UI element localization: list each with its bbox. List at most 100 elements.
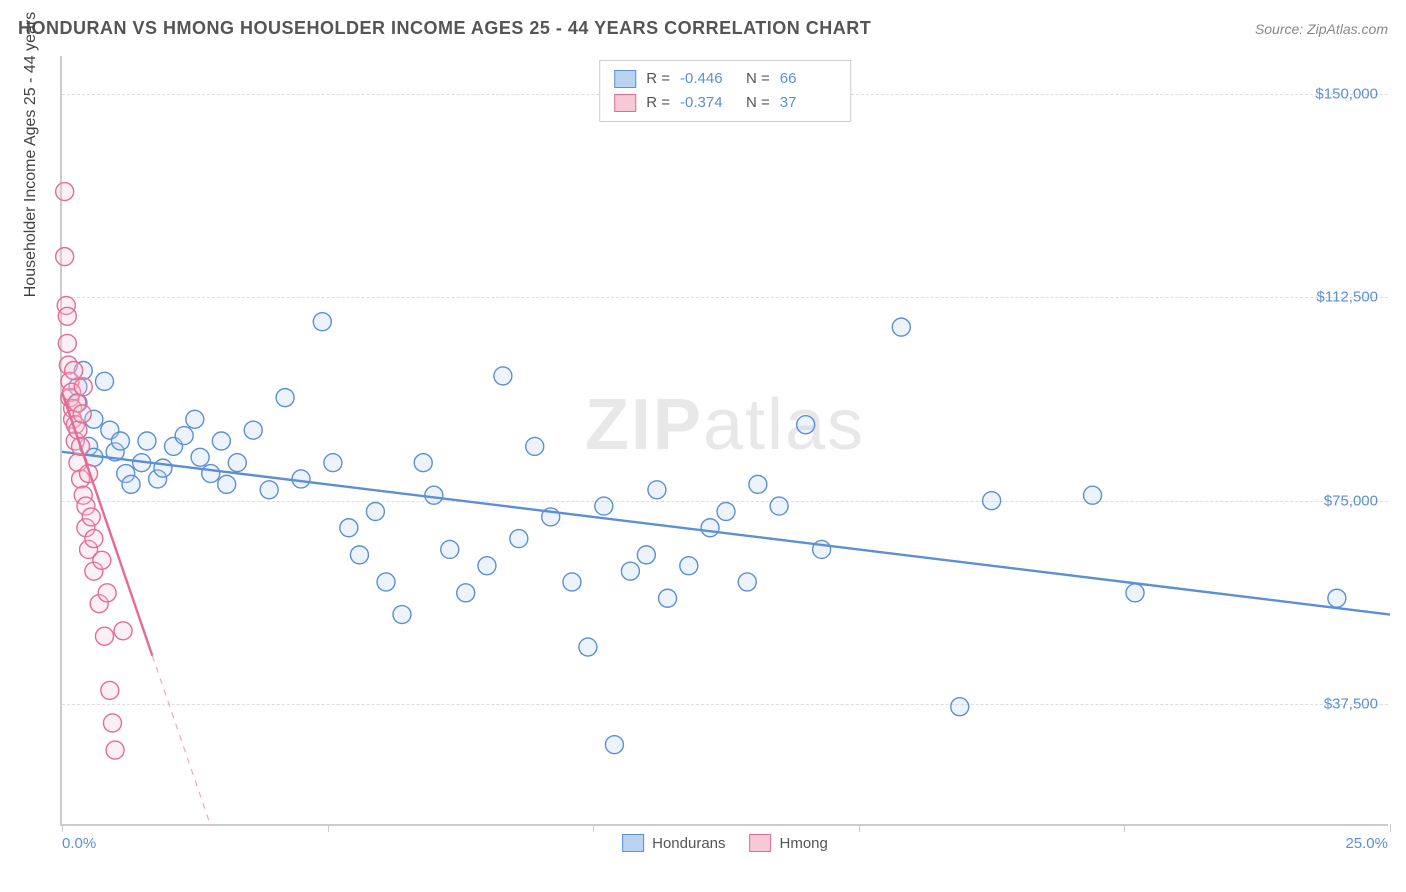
data-point [478, 557, 496, 575]
data-point [892, 318, 910, 336]
data-point [425, 486, 443, 504]
data-point [717, 502, 735, 520]
chart-title: HONDURAN VS HMONG HOUSEHOLDER INCOME AGE… [18, 18, 871, 39]
data-point [111, 432, 129, 450]
plot-area: ZIPatlas R =-0.446N =66R =-0.374N =37 $3… [60, 56, 1388, 826]
stat-n-value: 37 [780, 91, 836, 115]
x-axis-max-label: 25.0% [1345, 835, 1388, 852]
data-point [58, 334, 76, 352]
data-point [93, 551, 111, 569]
x-tick [1124, 824, 1125, 832]
legend-item: Hmong [750, 834, 828, 852]
data-point [648, 481, 666, 499]
data-point [340, 519, 358, 537]
legend-item: Hondurans [622, 834, 725, 852]
data-point [563, 573, 581, 591]
data-point [637, 546, 655, 564]
data-point [244, 421, 262, 439]
data-point [770, 497, 788, 515]
y-tick-label: $150,000 [1315, 85, 1378, 102]
data-point [73, 405, 91, 423]
data-point [1084, 486, 1102, 504]
data-point [186, 410, 204, 428]
data-point [659, 589, 677, 607]
data-point [605, 736, 623, 754]
data-point [56, 183, 74, 201]
data-point [414, 454, 432, 472]
y-tick-label: $75,000 [1324, 492, 1378, 509]
data-point [526, 437, 544, 455]
stat-n-value: 66 [780, 67, 836, 91]
data-point [138, 432, 156, 450]
data-point [212, 432, 230, 450]
data-point [510, 530, 528, 548]
data-point [85, 530, 103, 548]
data-point [276, 389, 294, 407]
data-point [114, 622, 132, 640]
x-axis-min-label: 0.0% [62, 835, 96, 852]
data-point [228, 454, 246, 472]
data-point [175, 427, 193, 445]
stats-row: R = -0.446 N = 66 [614, 67, 836, 91]
data-point [951, 698, 969, 716]
data-point [58, 307, 76, 325]
y-axis-title: Householder Income Ages 25 - 44 years [22, 12, 40, 298]
data-point [292, 470, 310, 488]
x-tick [62, 824, 63, 832]
data-point [441, 540, 459, 558]
data-point [366, 502, 384, 520]
data-point [680, 557, 698, 575]
series-swatch [614, 70, 636, 88]
stat-r-value: -0.374 [680, 91, 736, 115]
x-tick [593, 824, 594, 832]
legend-label: Hmong [780, 835, 828, 852]
data-point [1126, 584, 1144, 602]
data-point [377, 573, 395, 591]
data-point [154, 459, 172, 477]
x-tick [859, 824, 860, 832]
data-point [457, 584, 475, 602]
data-point [324, 454, 342, 472]
data-point [494, 367, 512, 385]
data-point [579, 638, 597, 656]
series-swatch [614, 94, 636, 112]
data-point [95, 627, 113, 645]
stat-r-label: R = [646, 67, 670, 91]
data-point [393, 606, 411, 624]
data-point [98, 584, 116, 602]
data-point [74, 378, 92, 396]
data-point [313, 313, 331, 331]
data-point [260, 481, 278, 499]
data-point [103, 714, 121, 732]
y-tick-label: $37,500 [1324, 695, 1378, 712]
data-point [82, 508, 100, 526]
data-point [983, 492, 1001, 510]
trend-line [62, 452, 1390, 615]
scatter-canvas [62, 56, 1388, 824]
stats-box: R = -0.446 N = 66R = -0.374 N = 37 [599, 60, 851, 122]
legend-swatch [750, 834, 772, 852]
data-point [797, 416, 815, 434]
data-point [95, 372, 113, 390]
data-point [749, 475, 767, 493]
x-tick [1390, 824, 1391, 832]
legend: Hondurans Hmong [622, 834, 828, 852]
stats-row: R =-0.374N =37 [614, 91, 836, 115]
data-point [350, 546, 368, 564]
data-point [218, 475, 236, 493]
legend-swatch [622, 834, 644, 852]
data-point [595, 497, 613, 515]
data-point [56, 248, 74, 266]
legend-label: Hondurans [652, 835, 725, 852]
stat-r-label: R = [646, 91, 670, 115]
data-point [738, 573, 756, 591]
source-label: Source: ZipAtlas.com [1255, 21, 1388, 37]
data-point [65, 362, 83, 380]
data-point [701, 519, 719, 537]
trend-line-extrapolated [152, 656, 210, 826]
stat-n-label: N = [746, 67, 770, 91]
stat-r-value: -0.446 [680, 67, 736, 91]
data-point [122, 475, 140, 493]
data-point [106, 741, 124, 759]
x-tick [328, 824, 329, 832]
